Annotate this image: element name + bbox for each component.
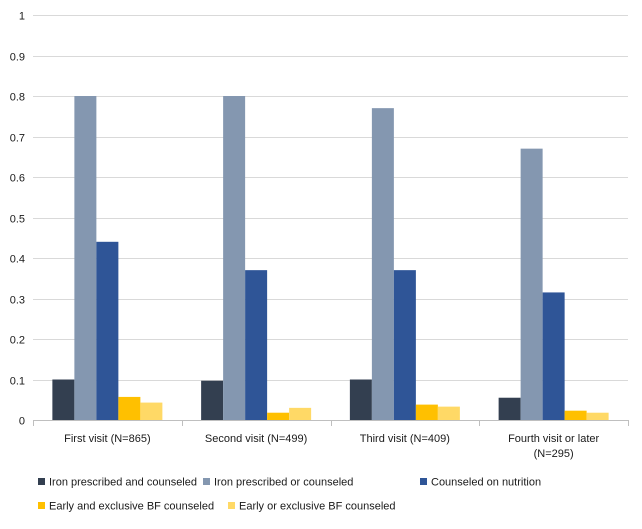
x-tick-label: Fourth visit or later — [508, 433, 599, 445]
x-axis: First visit (N=865) Second visit (N=499) T… — [33, 420, 629, 460]
legend-swatch — [38, 502, 45, 509]
legend: Iron prescribed and counseled Iron prescr… — [38, 477, 541, 513]
bar — [140, 402, 163, 420]
legend-label: Counseled on nutrition — [431, 477, 541, 489]
y-axis-ticks: 0 0.1 0.2 0.3 0.4 0.5 0.6 0.7 0.8 0.9 1 — [10, 11, 25, 428]
x-tick-label: First visit (N=865) — [64, 433, 151, 445]
legend-swatch — [38, 478, 45, 485]
y-tick-label: 1 — [19, 11, 25, 23]
bars — [52, 96, 609, 421]
y-tick-label: 0.4 — [10, 254, 25, 266]
gridlines — [33, 15, 628, 381]
y-tick-label: 0 — [19, 416, 25, 428]
bar — [118, 396, 141, 420]
bar — [201, 380, 224, 420]
bar — [393, 270, 416, 420]
bar — [586, 412, 609, 420]
y-tick-label: 0.2 — [10, 335, 25, 347]
legend-label: Iron prescribed or counseled — [214, 477, 353, 489]
bar — [74, 96, 97, 420]
bar — [349, 379, 372, 420]
legend-swatch — [420, 478, 427, 485]
y-tick-label: 0.1 — [10, 376, 25, 388]
bar — [437, 406, 460, 420]
x-tick-label: Second visit (N=499) — [205, 433, 307, 445]
bar — [223, 96, 246, 420]
legend-label: Iron prescribed and counseled — [49, 477, 197, 489]
y-tick-label: 0.5 — [10, 214, 25, 226]
bar — [289, 407, 312, 420]
legend-swatch — [228, 502, 235, 509]
bar — [415, 404, 438, 420]
bar — [564, 410, 587, 420]
y-tick-label: 0.7 — [10, 133, 25, 145]
bar — [267, 412, 290, 420]
legend-swatch — [203, 478, 210, 485]
x-tick-label: Third visit (N=409) — [360, 433, 450, 445]
legend-label: Early and exclusive BF counseled — [49, 501, 214, 513]
x-tick-label: (N=295) — [534, 448, 574, 460]
y-tick-label: 0.8 — [10, 92, 25, 104]
bar — [52, 379, 75, 420]
bar — [245, 270, 268, 420]
bar — [542, 292, 565, 420]
legend-label: Early or exclusive BF counseled — [239, 501, 396, 513]
y-tick-label: 0.9 — [10, 52, 25, 64]
bar — [96, 241, 119, 420]
y-tick-label: 0.3 — [10, 295, 25, 307]
bar — [498, 397, 521, 420]
y-tick-label: 0.6 — [10, 173, 25, 185]
bar — [520, 148, 543, 420]
bar — [371, 108, 394, 421]
